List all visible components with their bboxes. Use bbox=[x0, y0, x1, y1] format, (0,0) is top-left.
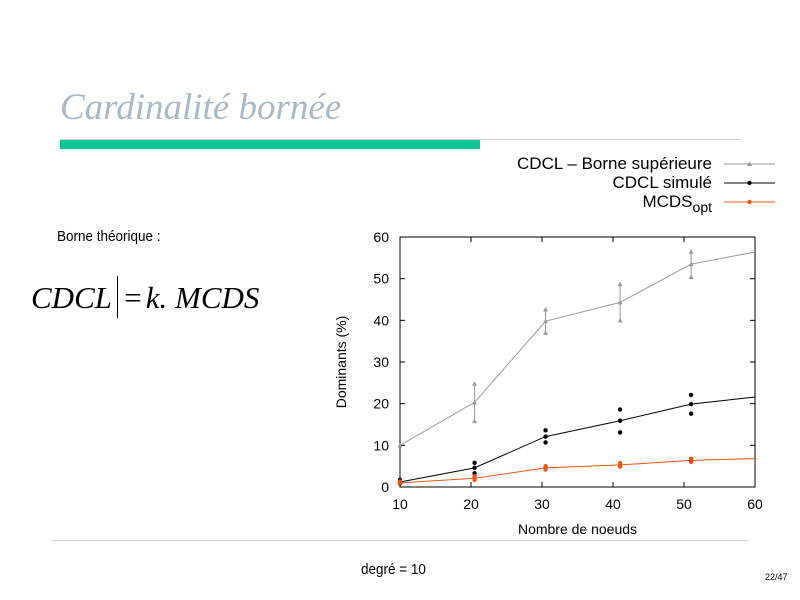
error-bar-cap bbox=[688, 274, 694, 279]
error-bar-cap bbox=[617, 317, 623, 323]
x-axis-label: Nombre de noeuds bbox=[518, 521, 637, 537]
x-tick-label: 40 bbox=[605, 496, 621, 512]
data-point bbox=[688, 261, 694, 267]
data-point bbox=[397, 480, 403, 486]
legend-label: MCDSopt bbox=[642, 192, 712, 215]
data-point bbox=[472, 465, 477, 471]
data-point bbox=[617, 299, 623, 305]
data-point bbox=[543, 465, 548, 471]
theory-label: Borne théorique : bbox=[57, 228, 161, 245]
title-accent-bar bbox=[60, 140, 480, 149]
x-tick-label: 20 bbox=[463, 496, 479, 512]
series-line bbox=[399, 458, 756, 484]
data-point bbox=[472, 476, 477, 481]
formula-equals: = bbox=[124, 280, 142, 315]
y-tick-label: 60 bbox=[373, 229, 389, 245]
data-point bbox=[543, 318, 549, 324]
series-line bbox=[399, 396, 756, 483]
spread-point bbox=[543, 428, 548, 433]
formula: CDCL = k. MCDS bbox=[31, 276, 259, 322]
data-point bbox=[472, 399, 478, 405]
spread-point bbox=[472, 460, 477, 466]
spread-point bbox=[617, 430, 623, 435]
title-divider bbox=[60, 139, 741, 140]
data-point bbox=[397, 442, 403, 448]
error-bar-cap bbox=[688, 249, 694, 254]
formula-left: CDCL bbox=[31, 280, 112, 315]
formula-right: k. MCDS bbox=[145, 280, 260, 315]
data-point bbox=[543, 434, 548, 439]
y-tick-label: 0 bbox=[381, 479, 389, 495]
legend-marker bbox=[747, 180, 752, 186]
footer-divider bbox=[52, 540, 748, 541]
y-axis-label: Dominants (%) bbox=[333, 316, 349, 409]
y-tick-label: 10 bbox=[373, 437, 389, 453]
spread-point bbox=[617, 407, 623, 412]
x-tick-label: 50 bbox=[676, 496, 692, 512]
error-bar-cap bbox=[472, 381, 478, 386]
footer-note: degré = 10 bbox=[361, 561, 426, 578]
y-tick-label: 40 bbox=[373, 312, 389, 328]
legend-label: CDCL – Borne supérieure bbox=[517, 154, 712, 173]
x-tick-label: 10 bbox=[392, 496, 408, 512]
spread-point bbox=[543, 440, 548, 445]
error-bar-cap bbox=[472, 418, 478, 424]
series-line bbox=[399, 251, 756, 446]
legend-label: CDCL simulé bbox=[612, 173, 712, 192]
slide-title: Cardinalité bornée bbox=[60, 87, 342, 128]
page-number: 22/47 bbox=[765, 572, 788, 582]
spread-point bbox=[688, 392, 694, 398]
data-point bbox=[688, 458, 694, 463]
x-tick-label: 30 bbox=[534, 496, 550, 512]
plot-frame bbox=[399, 236, 756, 488]
legend-marker bbox=[747, 161, 752, 166]
y-tick-label: 50 bbox=[373, 271, 389, 287]
y-tick-label: 20 bbox=[373, 396, 389, 412]
data-point bbox=[617, 462, 623, 468]
data-point bbox=[688, 401, 694, 407]
spread-point bbox=[688, 411, 694, 416]
error-bar-cap bbox=[543, 307, 549, 312]
x-tick-label: 60 bbox=[747, 496, 763, 512]
data-point bbox=[617, 418, 623, 423]
error-bar-cap bbox=[543, 330, 549, 335]
y-tick-label: 30 bbox=[373, 354, 389, 370]
error-bar-cap bbox=[617, 281, 623, 287]
formula-bar bbox=[116, 276, 119, 318]
legend-marker bbox=[747, 199, 752, 205]
